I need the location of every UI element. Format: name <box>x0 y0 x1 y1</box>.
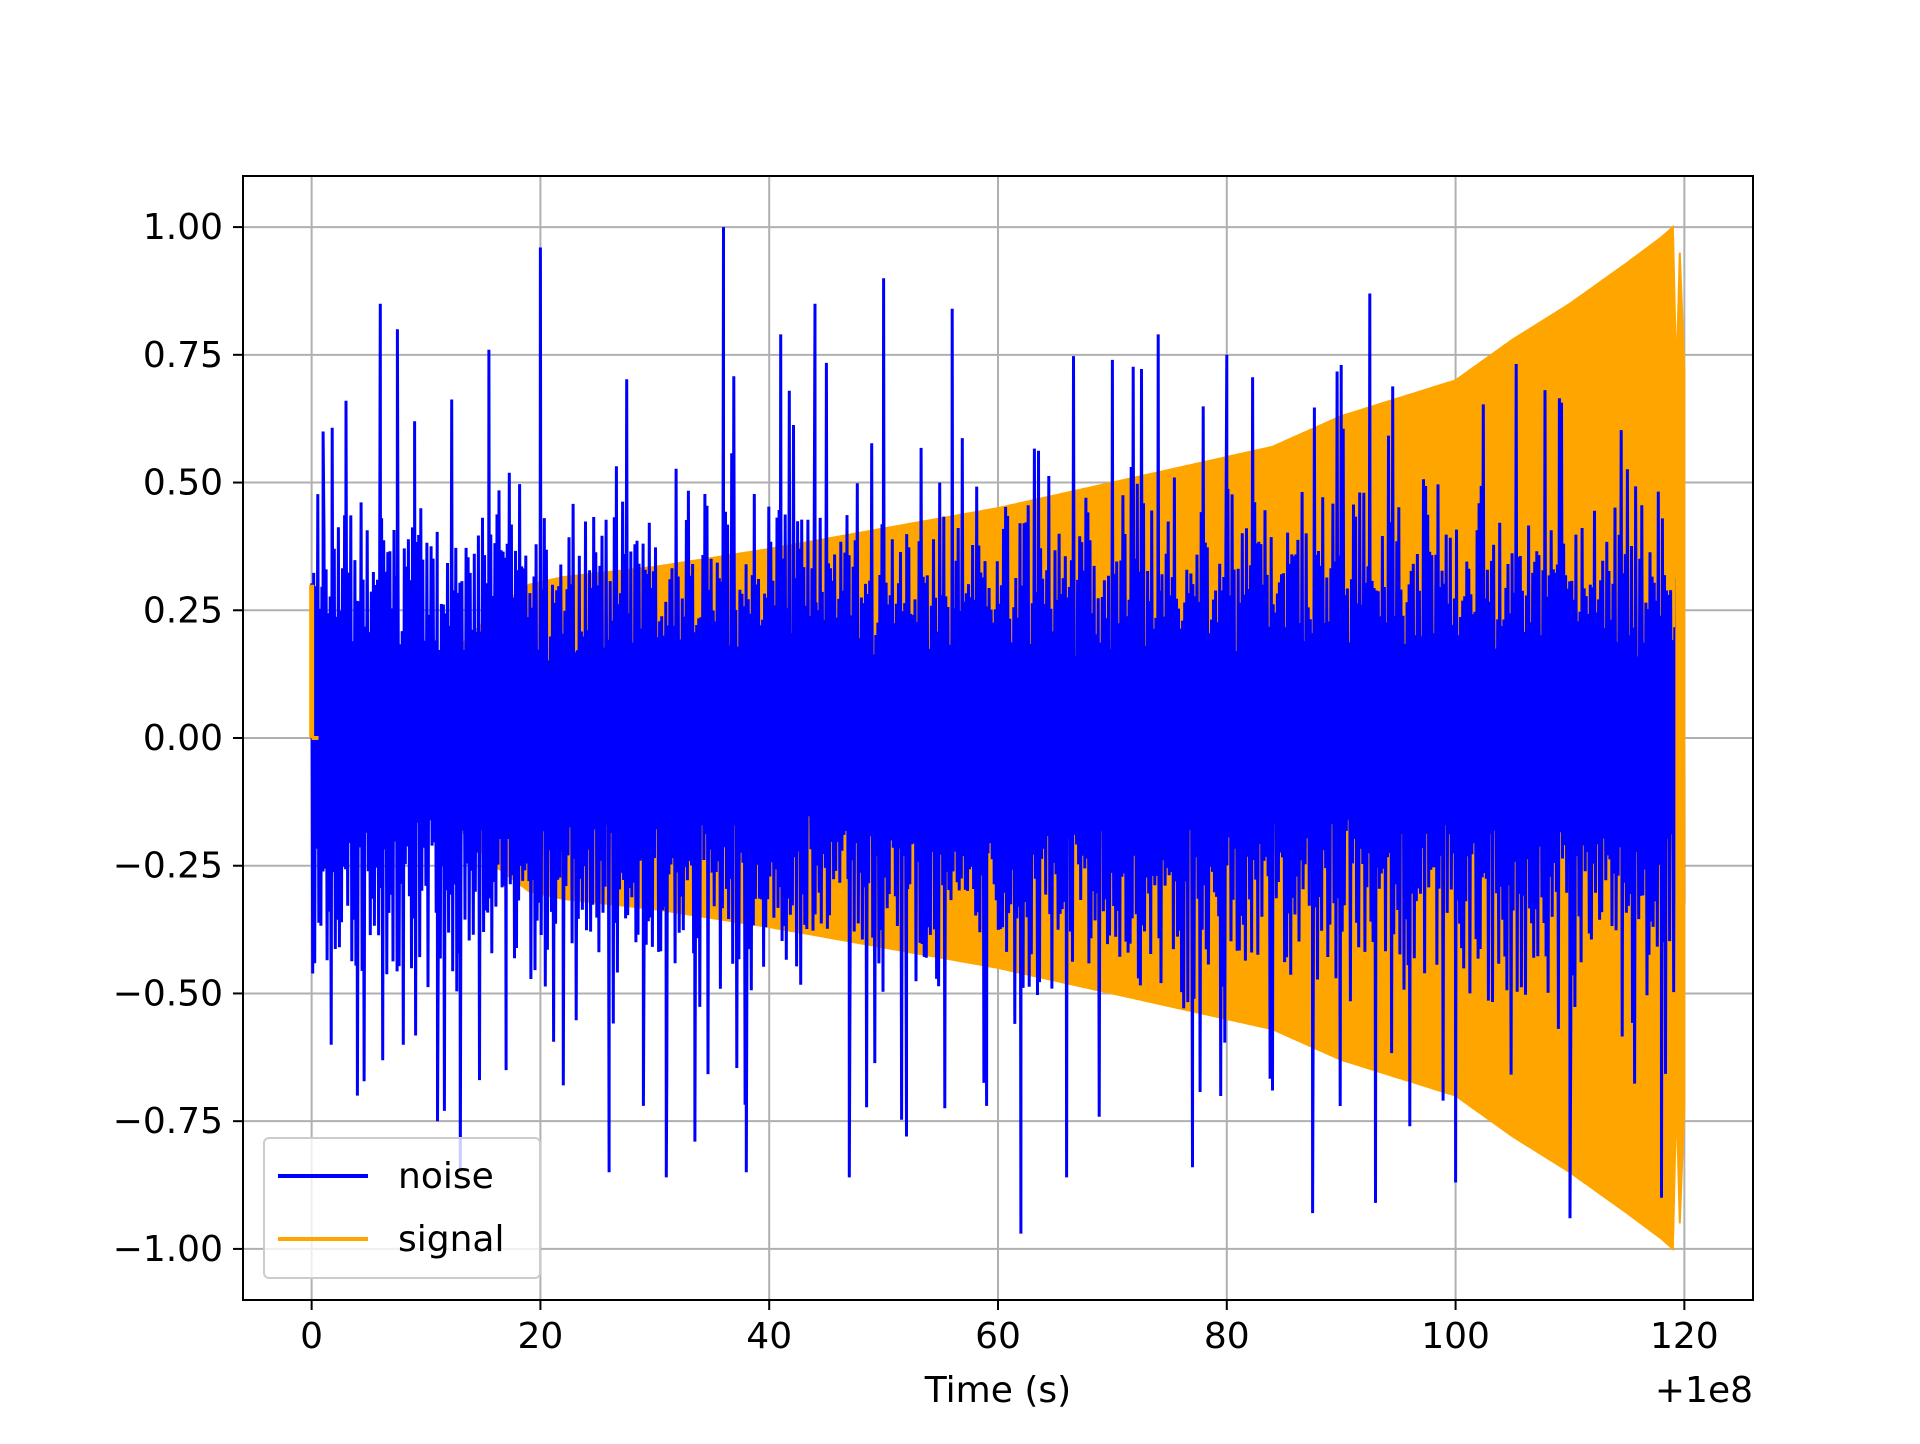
signal-tail <box>1675 252 1686 1224</box>
x-tick-label: 80 <box>1204 1316 1250 1357</box>
x-tick-label: 0 <box>300 1316 323 1357</box>
legend: noise signal <box>263 1137 541 1279</box>
x-tick-label: 20 <box>518 1316 564 1357</box>
y-tick-label: −1.00 <box>113 1229 223 1270</box>
legend-signal-label: signal <box>398 1219 505 1260</box>
y-axis-ticks: 1.00 0.75 0.50 0.25 0.00 −0.25 −0.50 −0.75 −1.00 <box>113 207 243 1270</box>
x-axis-label: Time (s) <box>924 1370 1071 1411</box>
y-tick-label: −0.25 <box>113 846 223 887</box>
y-tick-label: −0.50 <box>113 973 223 1014</box>
noise-series <box>310 227 1686 1234</box>
x-tick-label: 60 <box>975 1316 1021 1357</box>
y-tick-label: 0.75 <box>143 335 223 376</box>
y-tick-label: 1.00 <box>143 207 223 248</box>
x-tick-label: 120 <box>1650 1316 1719 1357</box>
y-tick-label: −0.75 <box>113 1101 223 1142</box>
y-tick-label: 0.25 <box>143 590 223 631</box>
y-tick-label: 0.00 <box>143 718 223 759</box>
noise-line <box>310 227 1686 1234</box>
x-axis-offset-label: +1e8 <box>1655 1370 1753 1411</box>
x-tick-label: 40 <box>746 1316 792 1357</box>
legend-box <box>263 1137 541 1279</box>
x-axis-ticks: 0 20 40 60 80 100 120 <box>300 1300 1719 1357</box>
signal-series-top <box>309 252 1686 1224</box>
y-tick-label: 0.50 <box>143 463 223 504</box>
x-tick-label: 100 <box>1421 1316 1490 1357</box>
legend-noise-label: noise <box>398 1156 494 1197</box>
